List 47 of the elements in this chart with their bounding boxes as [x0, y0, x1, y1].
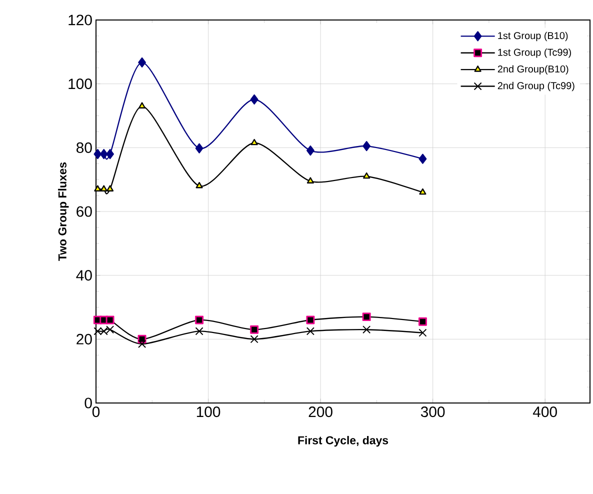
point: [106, 316, 114, 324]
point: [195, 316, 204, 324]
point: [306, 177, 314, 184]
y-tick-label: 40: [76, 270, 92, 281]
point: [418, 154, 427, 164]
point: [106, 185, 114, 192]
point: [106, 148, 114, 160]
point: [94, 148, 102, 160]
y-tick-label: 120: [68, 14, 92, 26]
legend-label: 2nd Group (Tc99): [498, 82, 574, 92]
y-tick-label: 100: [68, 78, 92, 90]
legend-label: 1st Group (Tc99): [498, 48, 571, 58]
point: [306, 327, 314, 336]
x-axis-title: First Cycle, days: [298, 436, 388, 447]
point: [138, 102, 146, 108]
point: [250, 94, 258, 105]
point: [138, 340, 146, 348]
point: [196, 182, 203, 188]
point: [195, 143, 204, 154]
point: [362, 312, 371, 322]
y-axis-title: Two Group Fluxes: [58, 162, 69, 261]
point: [306, 145, 314, 156]
legend-label: 2nd Group(B10): [498, 65, 568, 74]
x-tick-label: 200: [308, 406, 332, 418]
point: [363, 172, 370, 179]
point: [419, 188, 426, 195]
point: [250, 325, 259, 334]
point: [362, 140, 371, 152]
point: [100, 148, 108, 160]
point: [418, 317, 427, 326]
x-tick-label: 300: [420, 406, 445, 418]
x-tick-label: 100: [196, 406, 220, 418]
point: [418, 328, 427, 337]
point: [100, 185, 108, 192]
point: [250, 138, 258, 146]
y-tick-label: 60: [76, 206, 92, 217]
point: [138, 57, 146, 68]
x-tick-label: 400: [532, 406, 557, 418]
y-tick-label: 0: [84, 398, 92, 408]
x-tick-label: 0: [92, 406, 100, 418]
y-tick-label: 80: [76, 142, 92, 153]
point: [362, 326, 371, 334]
point: [250, 335, 258, 344]
y-tick-label: 20: [76, 334, 92, 344]
point: [306, 316, 315, 324]
point: [195, 327, 204, 336]
legend-label: 1st Group (B10): [498, 32, 568, 42]
